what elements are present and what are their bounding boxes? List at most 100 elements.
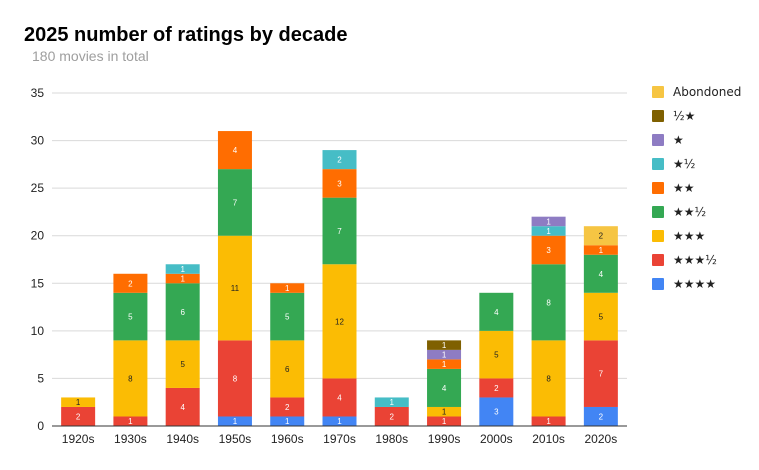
- bar-segment: [583, 226, 618, 246]
- data-label: 1: [546, 217, 551, 226]
- legend-item: ★★★½: [652, 252, 717, 268]
- legend-label: ★½: [673, 157, 696, 171]
- bar-segment: [531, 416, 566, 426]
- legend-item: Abondoned: [652, 84, 741, 100]
- data-label: 1: [337, 417, 342, 426]
- bar-segment: [427, 406, 462, 417]
- data-label: 2: [494, 384, 499, 393]
- bar-segment: [165, 283, 200, 341]
- y-tick-label: 20: [31, 229, 45, 243]
- data-label: 5: [128, 313, 133, 322]
- bar-segment: [322, 150, 357, 170]
- bar-segment: [217, 340, 252, 417]
- y-tick-label: 15: [31, 276, 45, 290]
- data-label: 2: [128, 279, 133, 288]
- data-label: 1: [76, 398, 81, 407]
- bar-segment: [217, 235, 252, 341]
- data-label: 8: [546, 374, 551, 383]
- bar-segment: [531, 340, 566, 417]
- bar-segment: [165, 273, 200, 284]
- bar-segment: [427, 416, 462, 426]
- legend-label: ★★: [673, 181, 695, 195]
- data-label: 4: [494, 308, 499, 317]
- data-label: 7: [233, 198, 238, 207]
- legend-label: ½★: [673, 109, 696, 123]
- legend-label: ★★½: [673, 205, 707, 219]
- bar-segment: [113, 292, 148, 341]
- x-tick-label: 2000s: [480, 432, 513, 446]
- bar-segment: [270, 416, 305, 426]
- legend-label: ★★★½: [673, 253, 717, 267]
- x-tick-label: 1970s: [323, 432, 356, 446]
- y-tick-label: 0: [37, 419, 44, 433]
- bar-segment: [61, 406, 96, 426]
- bar-segment: [531, 226, 566, 236]
- bar-segment: [374, 406, 409, 426]
- x-tick-label: 1920s: [62, 432, 95, 446]
- x-tick-label: 1960s: [271, 432, 304, 446]
- data-label: 2: [76, 412, 81, 421]
- y-tick-label: 10: [31, 324, 45, 338]
- legend-swatch: [652, 206, 664, 218]
- x-tick-label: 2020s: [585, 432, 618, 446]
- data-label: 3: [494, 408, 499, 417]
- legend-item: ★★: [652, 180, 695, 196]
- bar-segment: [165, 387, 200, 426]
- data-label: 7: [599, 370, 604, 379]
- bar-segment: [113, 273, 148, 293]
- legend-label: ★★★★: [673, 277, 717, 291]
- y-tick-label: 5: [37, 371, 44, 385]
- data-label: 8: [128, 374, 133, 383]
- legend-item: ★★★★: [652, 276, 716, 292]
- data-label: 2: [390, 412, 395, 421]
- y-tick-label: 35: [31, 86, 45, 100]
- bar-segment: [583, 254, 618, 293]
- data-label: 1: [390, 398, 395, 407]
- bar-segment: [113, 340, 148, 417]
- x-tick-label: 1940s: [166, 432, 199, 446]
- data-label: 1: [128, 417, 133, 426]
- data-label: 3: [546, 246, 551, 255]
- bar-segment: [270, 397, 305, 417]
- bar-segment: [270, 340, 305, 398]
- bar-segment: [322, 197, 357, 265]
- data-label: 1: [442, 341, 447, 350]
- bar-segment: [217, 169, 252, 236]
- bar-segment: [583, 406, 618, 426]
- data-label: 5: [285, 313, 290, 322]
- bar-segment: [217, 131, 252, 170]
- bar-segment: [322, 416, 357, 426]
- data-label: 4: [599, 270, 604, 279]
- data-label: 4: [180, 403, 185, 412]
- bar-segment: [427, 368, 462, 407]
- legend-swatch: [652, 110, 664, 122]
- data-label: 1: [180, 265, 185, 274]
- data-label: 3: [337, 179, 342, 188]
- bar-segment: [583, 292, 618, 341]
- bar-segment: [322, 169, 357, 198]
- data-label: 7: [337, 227, 342, 236]
- data-label: 2: [337, 156, 342, 165]
- data-label: 4: [233, 146, 238, 155]
- legend-item: ★: [652, 132, 684, 148]
- bar-segment: [427, 340, 462, 350]
- data-label: 5: [599, 313, 604, 322]
- legend-label: Abondoned: [673, 85, 742, 99]
- data-label: 1: [233, 417, 238, 426]
- bar-segment: [479, 378, 514, 398]
- bar-segment: [113, 416, 148, 426]
- data-label: 1: [442, 360, 447, 369]
- bar-segment: [583, 340, 618, 407]
- data-label: 1: [285, 417, 290, 426]
- data-label: 6: [180, 308, 185, 317]
- bar-segment: [61, 397, 96, 407]
- data-label: 1: [546, 227, 551, 236]
- data-label: 5: [180, 360, 185, 369]
- legend-label: ★: [673, 133, 684, 147]
- legend-swatch: [652, 134, 664, 146]
- chart-subtitle: 180 movies in total: [32, 48, 149, 64]
- data-label: 2: [599, 232, 604, 241]
- data-label: 1: [546, 417, 551, 426]
- bar-segment: [479, 397, 514, 426]
- y-tick-label: 25: [31, 181, 45, 195]
